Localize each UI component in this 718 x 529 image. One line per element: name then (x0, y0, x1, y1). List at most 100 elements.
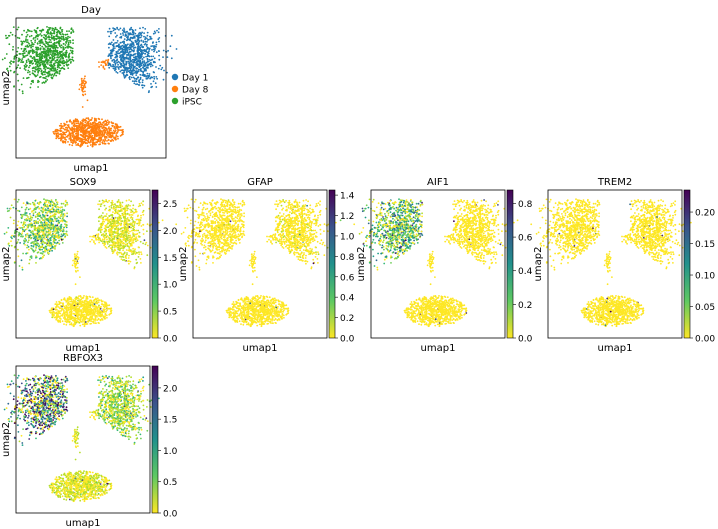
cell-point (5, 53, 8, 55)
cell-point (25, 36, 28, 38)
cell-point (75, 120, 78, 123)
cell-point (36, 68, 39, 71)
cell-point (100, 61, 103, 64)
cell-point (52, 206, 54, 209)
cell-point (81, 79, 83, 82)
cell-point (110, 30, 113, 33)
cell-point (150, 55, 153, 58)
cell-point (86, 122, 88, 125)
cell-point (116, 40, 119, 42)
cell-point (127, 227, 130, 230)
cell-point (110, 206, 113, 209)
cell-point (34, 199, 37, 202)
cell-point (31, 210, 34, 212)
cell-point (56, 217, 58, 220)
cell-point (65, 41, 67, 43)
cell-point (33, 220, 36, 223)
cell-point (138, 253, 141, 256)
cell-point (36, 27, 39, 30)
cell-point (77, 122, 80, 125)
cell-point (67, 141, 69, 143)
y-axis-label: umap2 (1, 71, 12, 106)
cell-point (76, 128, 79, 131)
cell-point (34, 233, 37, 236)
cell-point (91, 129, 93, 131)
cell-point (129, 56, 132, 59)
cell-point (37, 81, 39, 84)
cell-point (40, 61, 43, 64)
cell-point (76, 315, 79, 318)
cell-point (124, 222, 126, 225)
cell-point (119, 203, 121, 206)
cell-point (79, 122, 81, 125)
cell-point (17, 255, 20, 258)
cell-point (103, 301, 106, 303)
cell-point (144, 243, 147, 246)
cell-point (71, 128, 74, 131)
cell-point (71, 47, 74, 50)
cell-point (84, 86, 87, 89)
cell-point (29, 60, 32, 62)
cell-point (22, 226, 25, 229)
cell-point (128, 67, 131, 69)
cell-point (150, 76, 153, 79)
cell-point (122, 249, 124, 252)
cell-point (66, 234, 69, 237)
cell-point (98, 125, 101, 128)
cell-point (110, 51, 112, 54)
cell-point (58, 310, 61, 313)
cell-point (46, 33, 49, 35)
cell-point (19, 67, 21, 69)
cell-point (36, 38, 39, 40)
cell-point (112, 124, 114, 127)
cell-point (53, 132, 55, 135)
cell-point (130, 49, 133, 51)
cell-point (54, 37, 57, 40)
cell-point (110, 127, 113, 130)
cell-point (121, 235, 123, 238)
cell-point (12, 48, 14, 51)
cell-point (144, 64, 147, 67)
cell-point (102, 126, 105, 129)
cell-point (51, 208, 53, 211)
cell-point (46, 26, 48, 28)
cell-point (38, 219, 41, 222)
cell-point (127, 257, 130, 259)
cell-point (101, 118, 103, 121)
cell-point (76, 136, 79, 139)
cell-point (107, 30, 109, 33)
cell-point (86, 145, 89, 148)
cell-point (81, 127, 83, 130)
cell-point (59, 225, 62, 228)
cell-point (46, 212, 49, 214)
cell-point (134, 71, 137, 74)
cell-point (138, 251, 140, 254)
cell-point (153, 77, 156, 80)
cell-point (79, 124, 81, 126)
cell-point (110, 131, 112, 134)
cell-point (3, 232, 6, 235)
cell-point (60, 298, 63, 301)
cell-point (58, 32, 61, 35)
cell-point (38, 52, 41, 55)
cell-point (113, 125, 116, 128)
cell-point (125, 249, 128, 251)
cell-point (30, 244, 33, 247)
cell-point (135, 240, 137, 243)
cell-point (53, 31, 56, 33)
cell-point (47, 36, 50, 39)
cell-point (51, 67, 54, 69)
cell-point (108, 130, 111, 133)
cell-point (100, 203, 103, 206)
cell-point (167, 49, 170, 52)
cell-point (108, 46, 110, 49)
cell-point (26, 202, 29, 205)
cell-point (146, 48, 148, 51)
cell-point (75, 122, 78, 125)
cell-point (69, 62, 72, 64)
cell-point (121, 214, 124, 217)
cell-point (35, 255, 37, 258)
cell-point (70, 51, 73, 54)
cell-point (38, 248, 41, 251)
